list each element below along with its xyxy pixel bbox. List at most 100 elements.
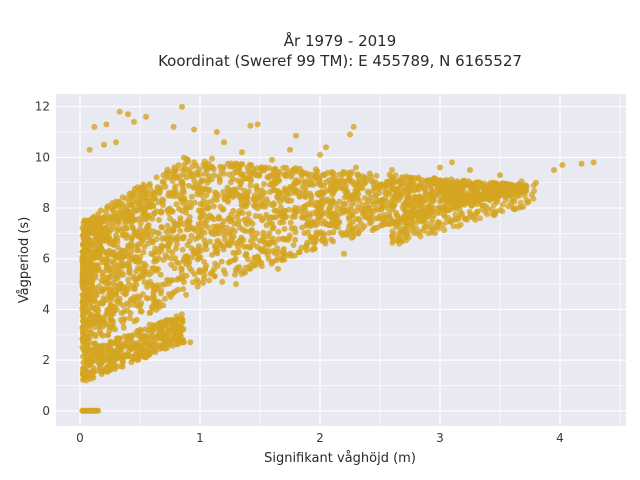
data-point <box>177 323 184 330</box>
data-point <box>108 258 115 265</box>
data-point <box>99 342 106 349</box>
x-tick-label: 3 <box>436 431 444 445</box>
data-point <box>177 218 184 224</box>
data-point <box>125 262 132 269</box>
data-point <box>102 208 109 215</box>
data-point <box>220 267 227 274</box>
data-point <box>202 265 209 272</box>
data-point <box>106 222 113 229</box>
data-point <box>139 228 146 235</box>
data-point <box>414 175 421 182</box>
data-point <box>281 225 288 232</box>
data-point <box>287 146 293 153</box>
data-point <box>80 310 86 317</box>
data-point <box>206 277 213 284</box>
data-point <box>341 230 348 237</box>
data-point <box>96 283 103 290</box>
data-point <box>111 366 118 372</box>
data-point <box>155 333 162 340</box>
data-point <box>293 132 299 139</box>
data-point <box>384 178 390 185</box>
data-point <box>350 233 357 240</box>
data-point <box>339 207 346 214</box>
data-point <box>134 247 141 254</box>
data-point <box>473 179 479 186</box>
data-point <box>447 219 454 225</box>
data-point <box>232 250 239 256</box>
data-point <box>138 300 145 306</box>
data-point <box>88 352 95 359</box>
data-point <box>499 208 506 215</box>
data-point <box>173 201 180 208</box>
data-point <box>201 258 207 265</box>
data-point <box>361 180 368 187</box>
data-point <box>226 242 233 249</box>
data-point <box>172 183 179 190</box>
data-point <box>353 188 360 195</box>
data-point <box>445 207 452 214</box>
data-point <box>263 211 270 218</box>
data-point <box>108 265 115 271</box>
data-point <box>153 300 160 307</box>
data-point <box>126 315 133 321</box>
data-point <box>196 166 203 173</box>
data-point <box>310 220 316 226</box>
data-point <box>578 160 585 167</box>
data-point <box>198 177 205 184</box>
data-point <box>349 169 355 175</box>
data-point <box>95 407 101 414</box>
data-point <box>104 367 111 374</box>
data-point <box>134 342 141 349</box>
data-point <box>287 173 294 180</box>
data-point <box>172 168 179 175</box>
data-point <box>150 348 157 354</box>
data-point <box>360 173 367 180</box>
data-points <box>79 103 597 414</box>
data-point <box>156 230 163 237</box>
data-point <box>389 167 395 173</box>
data-point <box>198 192 205 199</box>
data-point <box>192 235 199 242</box>
data-point <box>524 199 531 206</box>
data-point <box>88 329 95 336</box>
data-point <box>250 241 257 248</box>
data-point <box>254 230 261 237</box>
data-point <box>314 207 321 214</box>
data-point <box>153 236 160 242</box>
data-point <box>270 167 277 174</box>
data-point <box>217 163 224 170</box>
data-point <box>483 186 489 193</box>
data-point <box>130 199 137 206</box>
data-point <box>269 225 276 232</box>
data-point <box>372 215 379 222</box>
data-point <box>105 347 111 354</box>
data-point <box>409 216 416 222</box>
data-point <box>163 228 170 235</box>
data-point <box>174 276 180 283</box>
data-point <box>103 121 110 128</box>
data-point <box>454 178 461 185</box>
data-point <box>404 228 411 235</box>
data-point <box>178 311 185 318</box>
data-point <box>127 252 134 259</box>
data-point <box>122 291 129 298</box>
data-point <box>124 207 131 214</box>
data-point <box>197 201 204 207</box>
data-point <box>364 214 371 221</box>
data-point <box>338 179 345 185</box>
data-point <box>128 296 135 303</box>
data-point <box>139 291 146 298</box>
data-point <box>350 123 357 130</box>
data-point <box>239 161 246 168</box>
data-point <box>403 222 410 229</box>
data-point <box>110 272 117 278</box>
data-point <box>474 201 481 208</box>
data-point <box>283 164 290 171</box>
data-point <box>143 113 149 120</box>
data-point <box>81 322 87 329</box>
data-point <box>191 126 197 133</box>
data-point <box>449 159 455 166</box>
y-tick-label: 12 <box>35 100 50 114</box>
data-point <box>197 214 204 221</box>
